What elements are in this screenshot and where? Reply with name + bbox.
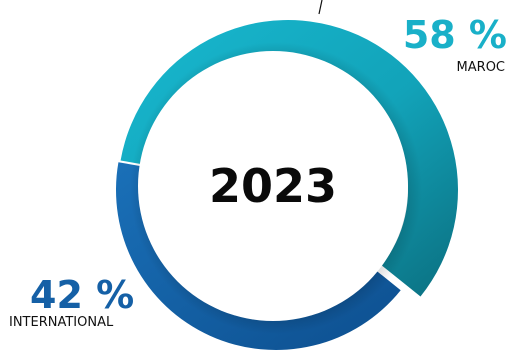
donut-hole [138, 51, 408, 321]
center-year-label: 2023 [208, 159, 338, 213]
international-percent-label: 42 % [30, 273, 135, 317]
leader-line [318, 0, 323, 15]
maroc-percent-label: 58 % [402, 13, 507, 57]
maroc-category-label: MAROC [456, 60, 505, 75]
international-category-label: INTERNATIONAL [9, 315, 114, 330]
